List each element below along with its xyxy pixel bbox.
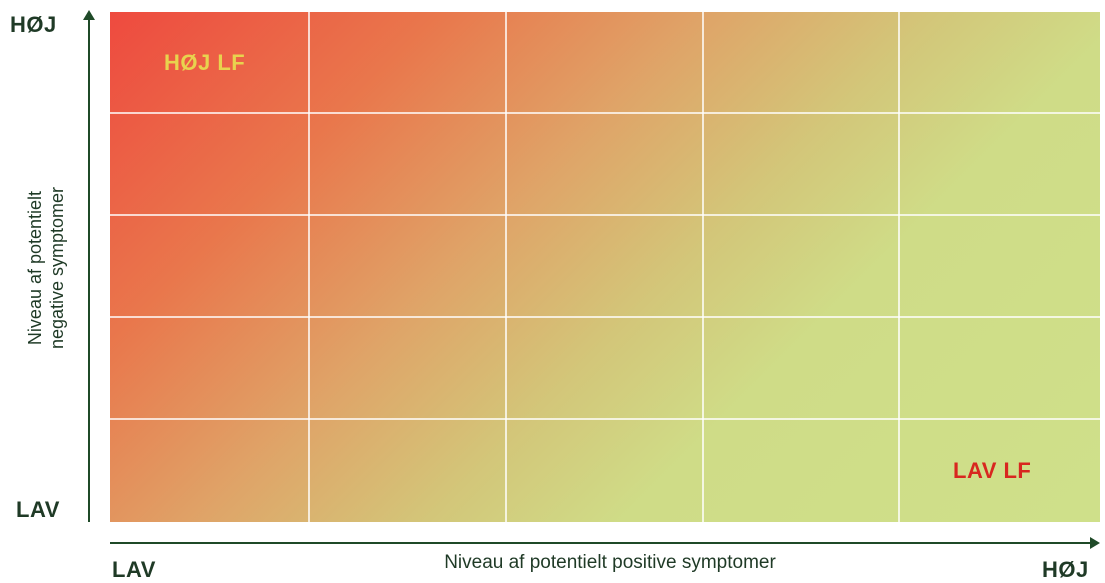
y-axis-high-label: HØJ — [10, 12, 57, 37]
grid-line-vertical — [702, 12, 704, 522]
grid-line-vertical — [898, 12, 900, 522]
low-lf-label: LAV LF — [953, 458, 1032, 483]
y-axis-title: Niveau af potentielt negative symptomer — [24, 118, 68, 418]
high-lf-label: HØJ LF — [164, 50, 246, 75]
y-axis-line — [88, 18, 90, 522]
grid-line-vertical — [505, 12, 507, 522]
x-axis-arrow-icon — [1090, 537, 1100, 549]
x-axis-low-label: LAV — [112, 557, 156, 582]
x-axis-high-label: HØJ — [1042, 557, 1089, 582]
y-axis-title-line1: Niveau af potentielt — [25, 190, 45, 346]
y-axis-title-line2: negative symptomer — [47, 186, 67, 350]
grid-line-horizontal — [110, 418, 1100, 420]
x-axis-line — [110, 542, 1092, 544]
grid-line-horizontal — [110, 214, 1100, 216]
grid-line-horizontal — [110, 316, 1100, 318]
gradient-matrix: HØJ LF LAV LF — [110, 12, 1100, 522]
y-axis-low-label: LAV — [16, 497, 60, 522]
grid-line-vertical — [308, 12, 310, 522]
grid-line-horizontal — [110, 112, 1100, 114]
x-axis-title: Niveau af potentielt positive symptomer — [444, 552, 776, 573]
y-axis-arrow-icon — [83, 10, 95, 20]
